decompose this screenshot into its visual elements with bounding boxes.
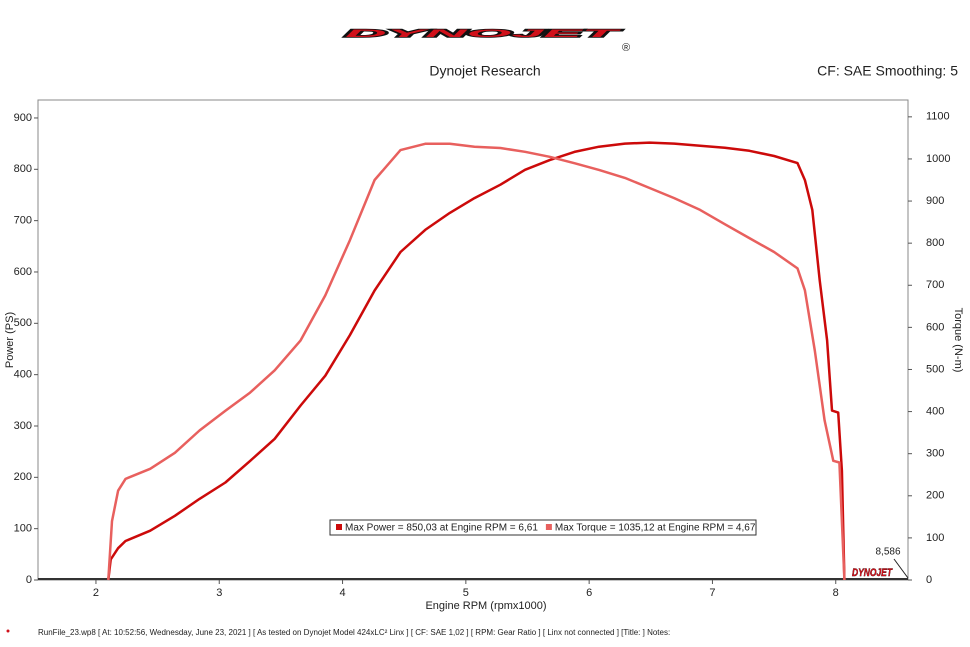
y2-axis-label: Torque (N-m) — [952, 308, 964, 373]
y-tick-label: 800 — [14, 163, 32, 175]
marker-dot — [6, 629, 10, 633]
y2-tick-label: 1000 — [926, 153, 950, 165]
watermark: DYNOJET — [852, 567, 893, 579]
x-axis-label: Engine RPM (rpmx1000) — [425, 600, 546, 612]
y2-tick-label: 700 — [926, 279, 944, 291]
y2-tick-label: 600 — [926, 321, 944, 333]
y-tick-label: 700 — [14, 215, 32, 227]
x-end-label: 8,586 — [875, 547, 900, 558]
y-tick-label: 200 — [14, 471, 32, 483]
x-end-marker — [893, 558, 909, 579]
logo: DYNOJET — [345, 28, 624, 40]
legend-swatch — [545, 524, 552, 530]
y2-tick-label: 900 — [926, 195, 944, 207]
footer: RunFile_23.wp8 [ At: 10:52:56, Wednesday… — [38, 628, 670, 637]
x-tick-label: 7 — [709, 587, 715, 599]
y-tick-label: 300 — [14, 420, 32, 432]
legend-label: Max Power = 850,03 at Engine RPM = 6,61 — [345, 523, 538, 534]
registered-mark: ® — [622, 42, 630, 54]
legend-swatch — [336, 524, 342, 530]
company: Dynojet Research — [429, 63, 540, 79]
y2-tick-label: 1100 — [926, 111, 950, 123]
y-tick-label: 500 — [14, 317, 32, 329]
y-axis-label: Power (PS) — [4, 312, 16, 368]
y2-tick-label: 100 — [926, 532, 944, 544]
y2-tick-label: 300 — [926, 448, 944, 460]
x-tick-label: 2 — [93, 587, 99, 599]
y-tick-label: 100 — [14, 523, 32, 535]
x-tick-label: 4 — [339, 587, 345, 599]
x-tick-label: 5 — [463, 587, 469, 599]
y2-tick-label: 400 — [926, 405, 944, 417]
series-line — [107, 141, 846, 581]
x-tick-label: 3 — [216, 587, 222, 599]
settings: CF: SAE Smoothing: 5 — [817, 63, 958, 79]
legend-label: Max Torque = 1035,12 at Engine RPM = 4,6… — [555, 523, 756, 534]
y2-tick-label: 200 — [926, 490, 944, 502]
y2-tick-label: 800 — [926, 237, 944, 249]
y-tick-label: 600 — [14, 266, 32, 278]
x-tick-label: 6 — [586, 587, 592, 599]
y2-tick-label: 0 — [926, 574, 932, 586]
y-tick-label: 400 — [14, 369, 32, 381]
y-tick-label: 900 — [14, 112, 32, 124]
series-line — [107, 142, 846, 581]
legend-box — [329, 519, 757, 536]
y2-tick-label: 500 — [926, 363, 944, 375]
y-tick-label: 0 — [26, 574, 32, 586]
x-tick-label: 8 — [833, 587, 839, 599]
plot-area — [37, 99, 909, 581]
